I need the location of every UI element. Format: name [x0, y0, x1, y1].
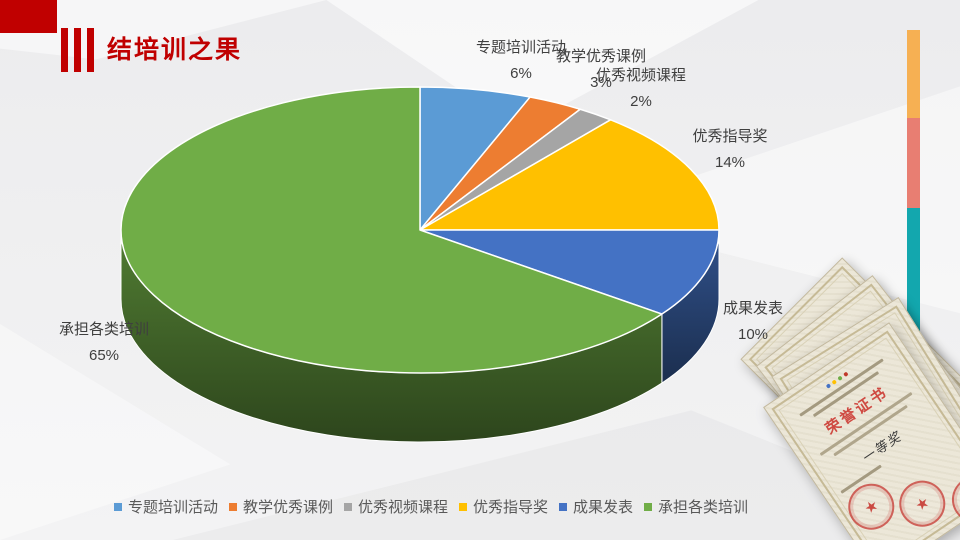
pie-slice-5 — [120, 86, 663, 374]
logo-bar-icon — [87, 28, 94, 72]
logo-bar-icon — [61, 28, 68, 72]
legend-item-3: 优秀指导奖 — [459, 496, 548, 517]
legend-item-0: 专题培训活动 — [113, 496, 218, 517]
legend-label: 教学优秀课例 — [242, 499, 333, 516]
legend-swatch-icon — [559, 502, 568, 511]
logo-bar-icon — [74, 28, 81, 72]
legend-item-4: 成果发表 — [559, 496, 633, 517]
legend-label: 承担各类培训 — [658, 499, 749, 516]
legend-label: 优秀视频课程 — [357, 499, 448, 516]
legend-swatch-icon — [644, 502, 653, 511]
legend-swatch-icon — [228, 502, 237, 511]
legend-item-1: 教学优秀课例 — [228, 496, 333, 517]
legend-item-2: 优秀视频课程 — [343, 496, 448, 517]
slide-title: 结培训之果 — [107, 36, 243, 64]
chart-legend: 专题培训活动 教学优秀课例 优秀视频课程 优秀指导奖 成果发表 承担各类培训 — [0, 496, 862, 517]
legend-label: 优秀指导奖 — [473, 499, 549, 516]
logo-red-block — [0, 0, 57, 33]
legend-swatch-icon — [459, 502, 467, 511]
pie-slice-4 — [419, 229, 720, 315]
stripe-segment-0 — [907, 30, 920, 118]
legend-item-5: 承担各类培训 — [644, 496, 748, 517]
legend-swatch-icon — [343, 502, 352, 511]
legend-label: 专题培训活动 — [127, 499, 218, 516]
legend-swatch-icon — [113, 502, 122, 511]
stripe-segment-1 — [907, 118, 920, 208]
legend-label: 成果发表 — [573, 499, 634, 516]
